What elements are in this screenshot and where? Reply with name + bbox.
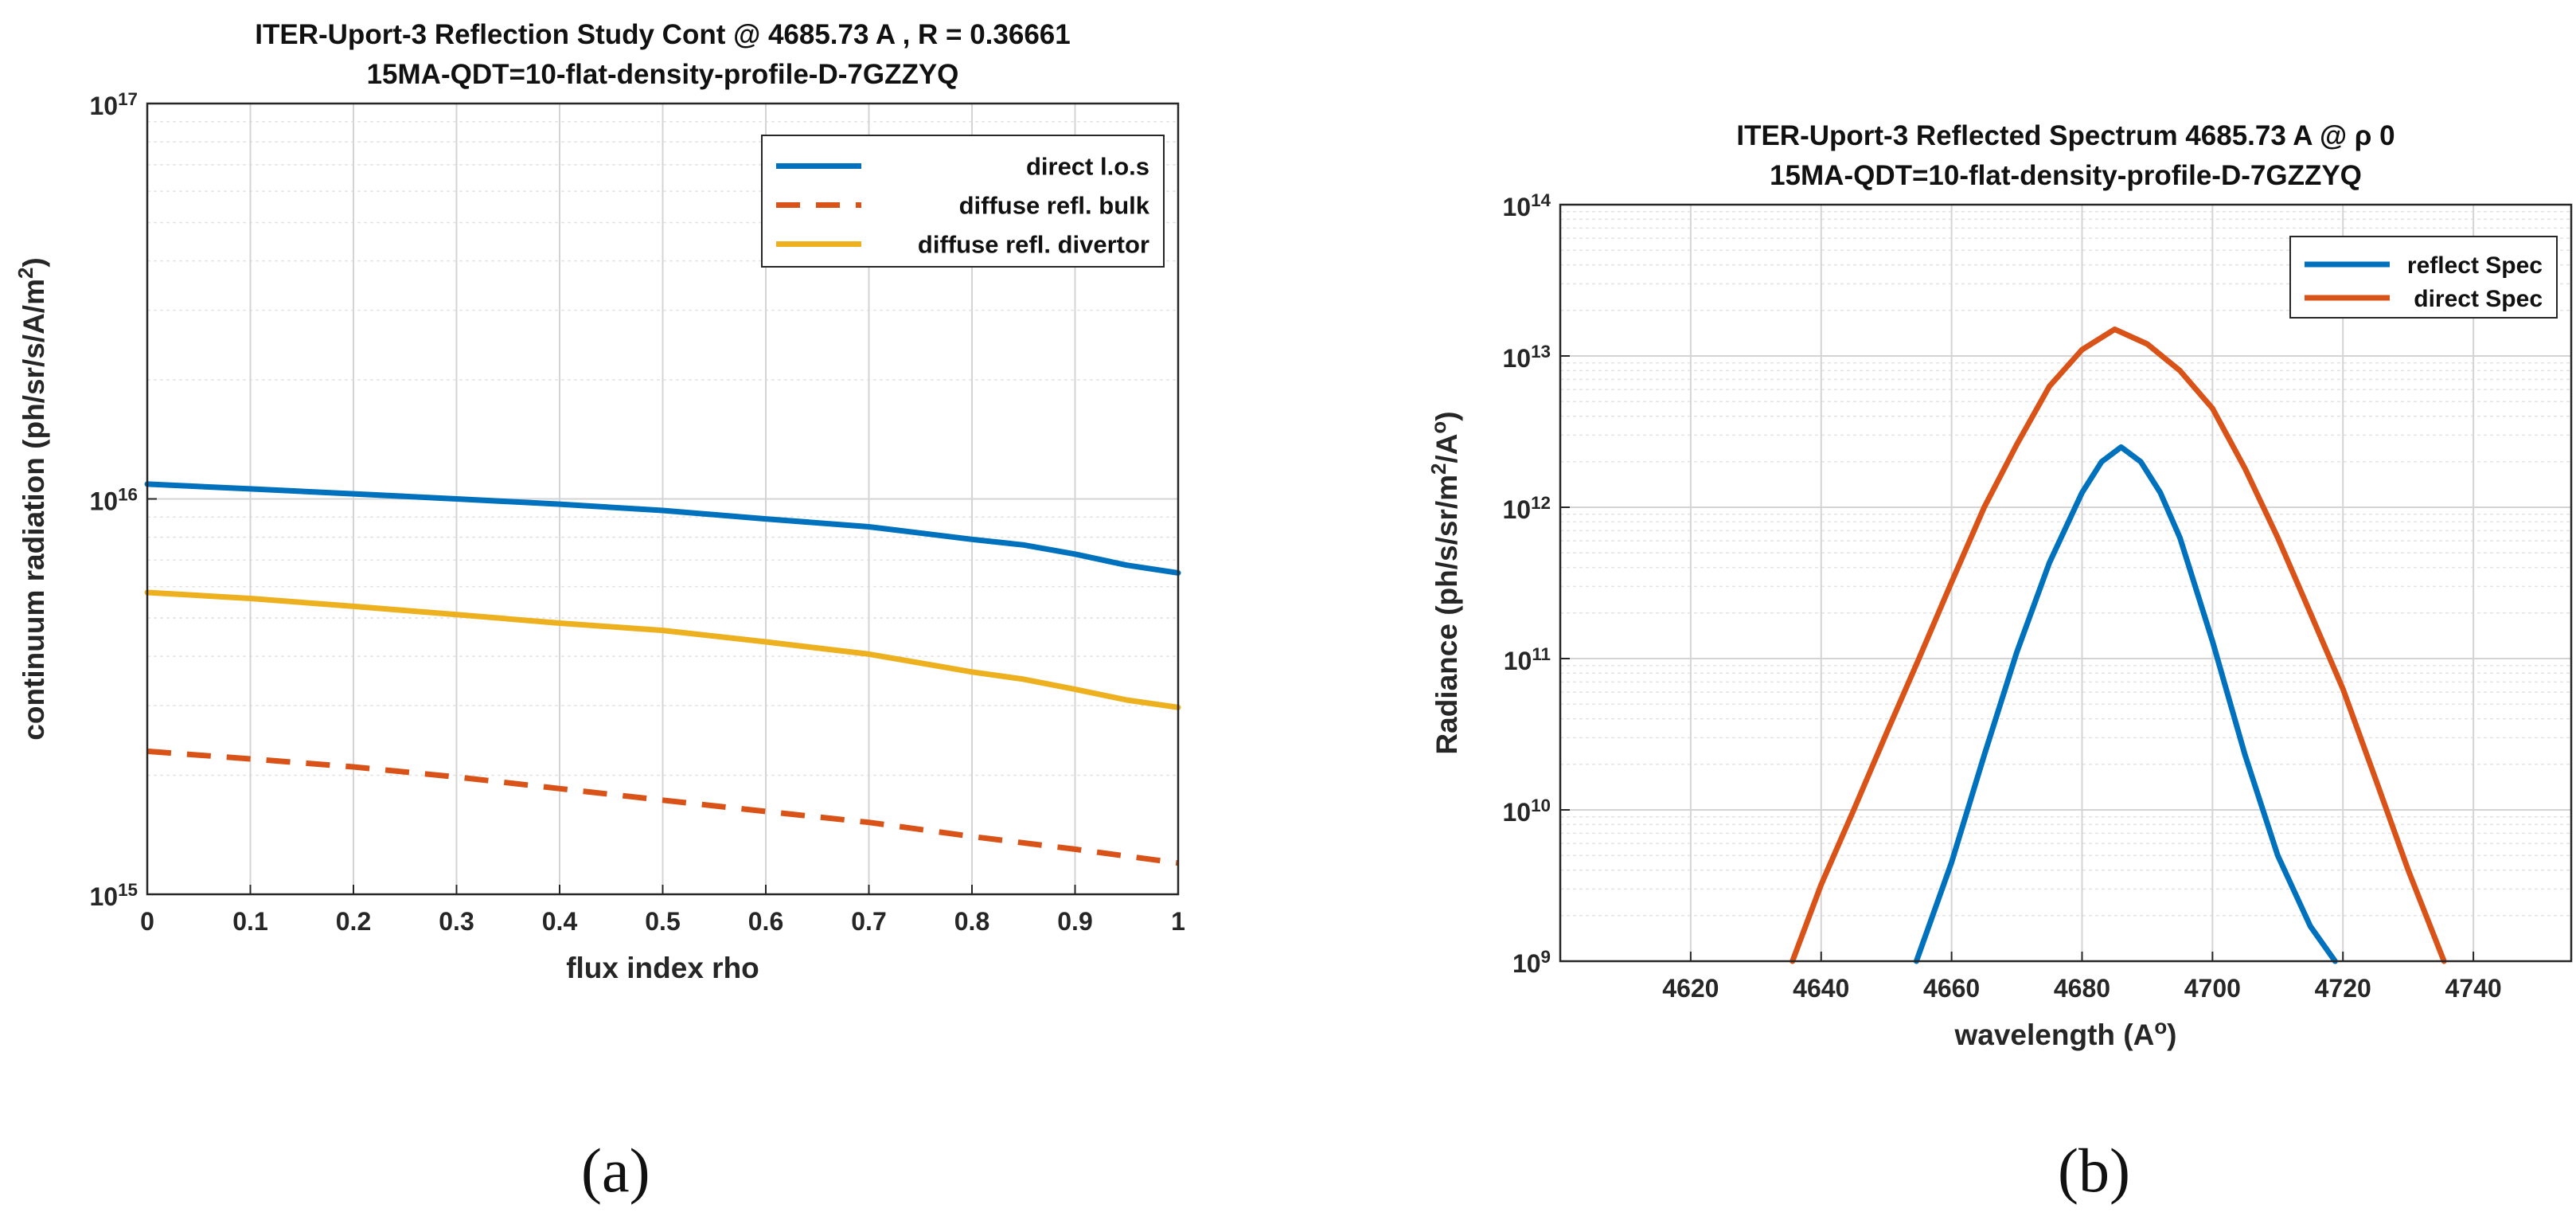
axes-box [1559, 203, 2573, 963]
x-tick-label: 0.6 [748, 907, 783, 936]
chart-subtitle: 15MA-QDT=10-flat-density-profile-D-7GZZY… [1770, 160, 2362, 191]
grid [1560, 204, 2571, 961]
series-line-diffuse-refl-bulk [146, 748, 1179, 866]
x-tick-label: 4640 [1793, 974, 1849, 1003]
y-tick-label: 1011 [1504, 644, 1551, 676]
legend-entry: reflect Spec [2407, 252, 2543, 279]
x-tick-label: 4620 [1662, 974, 1719, 1003]
y-axis-label: continuum radiation (ph/sr/s/A/m2) [15, 257, 50, 740]
series-line-reflect-spec [1913, 444, 2338, 964]
chart-subtitle: 15MA-QDT=10-flat-density-profile-D-7GZZY… [367, 59, 959, 90]
caption-b: (b) [2058, 1136, 2130, 1205]
x-axis-label: wavelength (Ao) [1954, 1016, 2177, 1051]
y-tick-label: 1013 [1503, 342, 1551, 373]
x-tick-label: 0.3 [439, 907, 474, 936]
x-tick-label: 0.9 [1057, 907, 1092, 936]
x-tick-label: 0.1 [232, 907, 267, 936]
x-tick-label: 0 [140, 907, 154, 936]
caption-a: (a) [581, 1136, 650, 1205]
x-tick-label: 4660 [1923, 974, 1980, 1003]
series-line-diffuse-refl-divertor [144, 589, 1181, 710]
legend-entry: diffuse refl. divertor [918, 231, 1149, 259]
y-tick-label: 1010 [1503, 796, 1551, 827]
x-tick-label: 4720 [2315, 974, 2371, 1003]
chart-title: ITER-Uport-3 Reflection Study Cont @ 468… [255, 19, 1070, 50]
plot-area [1560, 205, 2571, 961]
series-line-direct-spec [1790, 327, 2447, 964]
legend: reflect Spec direct Spec [2289, 236, 2558, 319]
x-tick-label: 0.8 [954, 907, 989, 936]
x-tick-label: 0.4 [542, 907, 578, 936]
y-tick-label: 109 [1512, 947, 1551, 979]
chart-title: ITER-Uport-3 Reflected Spectrum 4685.73 … [1736, 120, 2395, 151]
legend-entry: direct l.o.s [1026, 153, 1149, 181]
x-tick-label: 4680 [2054, 974, 2110, 1003]
chart-b: 4620 4640 4660 4680 4700 4720 4740 109 1010 1011 1… [1428, 120, 2573, 1051]
y-tick-label: 1012 [1503, 493, 1551, 525]
y-tick-label: 1017 [90, 89, 139, 121]
legend-box [2289, 236, 2558, 319]
y-tick-label: 1016 [90, 484, 139, 516]
y-tick-label: 1014 [1503, 190, 1551, 222]
x-tick-label: 4740 [2445, 974, 2502, 1003]
chart-a: 0 0.1 0.2 0.3 0.4 0.5 0.6 0.7 0.8 0.9 1 1015 1016 101… [15, 19, 1185, 984]
y-axis-label: Radiance (ph/s/sr/m2/Ao) [1428, 411, 1463, 754]
x-tick-label: 1 [1171, 907, 1185, 936]
legend: direct l.o.s diffuse refl. bulk diffuse re… [761, 135, 1165, 268]
legend-entry: direct Spec [2414, 286, 2543, 312]
x-tick-label: 4700 [2184, 974, 2241, 1003]
x-axis-label: flux index rho [566, 952, 759, 984]
x-tick-label: 0.7 [851, 907, 886, 936]
legend-entry: diffuse refl. bulk [959, 192, 1150, 220]
x-tick-label: 0.2 [336, 907, 371, 936]
x-tick-label: 0.5 [645, 907, 680, 936]
series-line-direct-l-o-s [144, 481, 1181, 576]
y-tick-label: 1015 [90, 880, 139, 912]
